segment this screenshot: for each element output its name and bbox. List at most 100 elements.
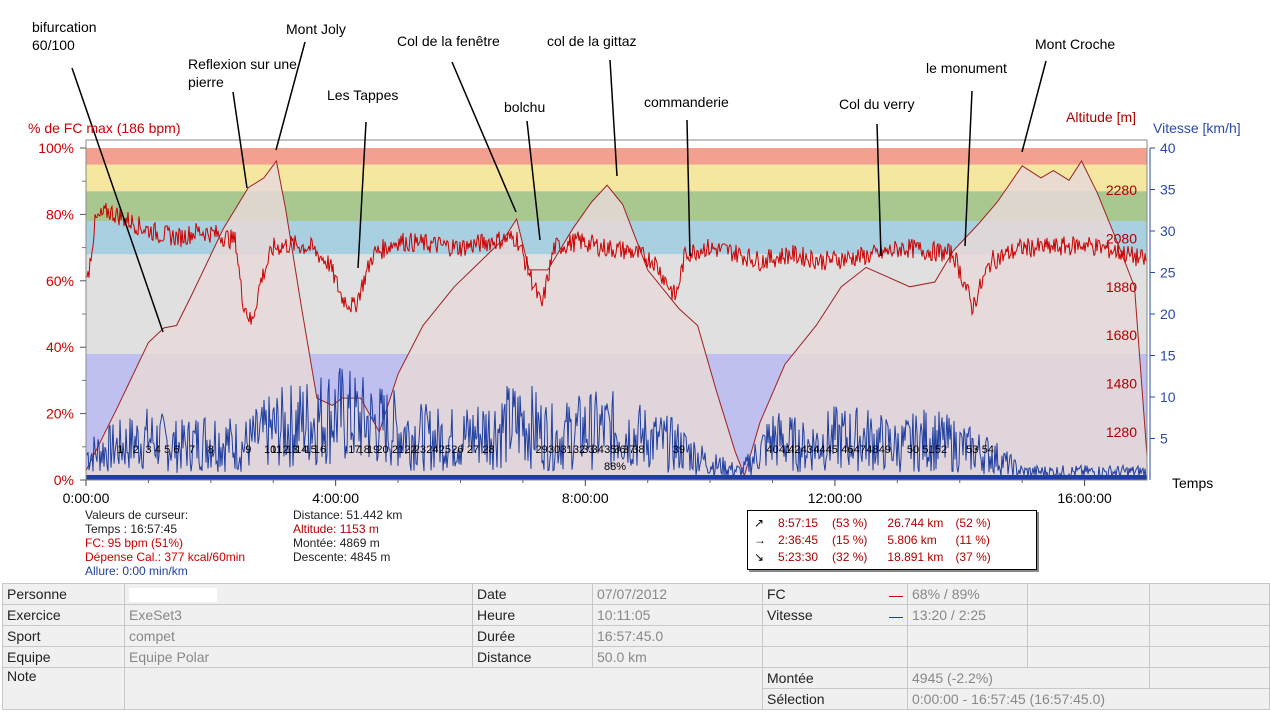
cursor-pace: Allure: 0:00 min/km bbox=[85, 564, 188, 578]
cursor-values-right: Distance: 51.442 km Altitude: 1153 m Mon… bbox=[293, 508, 402, 564]
hr-tick-label: 60% bbox=[46, 273, 74, 289]
stats-dist: 18.891 km bbox=[887, 549, 944, 564]
lap-number: 16 bbox=[314, 444, 326, 456]
stats-time-pct: (15 %) bbox=[832, 532, 868, 547]
exercice-value[interactable]: ExeSet3 bbox=[124, 604, 473, 626]
lap-number: 33 bbox=[582, 444, 594, 456]
lap-number: 10 bbox=[264, 444, 276, 456]
date-label: Date bbox=[472, 583, 593, 605]
note-label: Note bbox=[2, 667, 125, 710]
annotation-label: le monument bbox=[926, 60, 1007, 76]
empty-cell bbox=[907, 646, 1028, 668]
altitude-area bbox=[85, 159, 1148, 481]
speed-tick-label: 20 bbox=[1160, 306, 1176, 322]
time-tick-label: 12:00:00 bbox=[808, 490, 863, 506]
lap-number: 6 bbox=[173, 444, 179, 456]
annotation-leader-line bbox=[451, 61, 517, 213]
stats-row-flat: → 2:36:45 (15 %) 5.806 km (11 %) bbox=[748, 531, 991, 548]
speed-series bbox=[86, 367, 1147, 481]
empty-cell bbox=[1027, 646, 1150, 668]
personne-value[interactable] bbox=[124, 583, 473, 605]
exercice-label: Exercice bbox=[2, 604, 125, 626]
heart-rate-line bbox=[86, 203, 1147, 325]
empty-cell bbox=[1149, 583, 1270, 605]
lap-number: 25 bbox=[439, 444, 451, 456]
stats-dist-pct: (52 %) bbox=[955, 515, 991, 530]
empty-cell bbox=[1149, 625, 1270, 647]
annotation-leader-line bbox=[964, 90, 973, 247]
lap-number: 24 bbox=[426, 444, 438, 456]
fc-value: 68% / 89% bbox=[907, 583, 1028, 605]
empty-cell bbox=[1027, 583, 1150, 605]
date-value: 07/07/2012 bbox=[592, 583, 763, 605]
stats-time-pct: (32 %) bbox=[832, 549, 868, 564]
hr-tick-label: 100% bbox=[38, 140, 74, 156]
annotation-leader-line bbox=[609, 59, 618, 177]
speed-line bbox=[86, 367, 1147, 481]
lap-number: 1 bbox=[117, 444, 123, 456]
ascent-arrow-icon: ↗ bbox=[754, 515, 765, 530]
stats-dist-pct: (11 %) bbox=[955, 532, 990, 547]
lap-number: 18 bbox=[358, 444, 370, 456]
annotation-label: Mont Croche bbox=[1035, 36, 1115, 52]
speed-tick-label: 40 bbox=[1160, 140, 1176, 156]
flat-arrow-icon: → bbox=[754, 532, 766, 547]
annotation-leader-line bbox=[526, 120, 541, 241]
altitude-axis-title: Altitude [m] bbox=[1066, 109, 1136, 125]
lap-number: 54 bbox=[982, 444, 994, 456]
hr-axis-title: % de FC max (186 bpm) bbox=[28, 120, 181, 136]
time-tick-label: 8:00:00 bbox=[562, 490, 609, 506]
lap-number: 14 bbox=[295, 444, 307, 456]
lap-number: 49 bbox=[879, 444, 891, 456]
empty-cell bbox=[1149, 646, 1270, 668]
peak-annotations: bifurcation 60/100 Reflexion sur une pierre… bbox=[32, 19, 1115, 333]
equipe-value[interactable]: Equipe Polar bbox=[124, 646, 473, 668]
lap-number: 9 bbox=[245, 444, 251, 456]
speed-baseline bbox=[86, 475, 1147, 480]
annotation-leader-line bbox=[275, 41, 306, 151]
distance-label: Distance bbox=[472, 646, 593, 668]
selection-label: Sélection bbox=[762, 688, 908, 710]
lap-number: 17 bbox=[348, 444, 360, 456]
lap-number: 37 bbox=[623, 444, 635, 456]
speed-axis-title: Vitesse [km/h] bbox=[1153, 120, 1241, 136]
lap-percentage-label: 88% bbox=[604, 461, 626, 473]
vitesse-line-swatch bbox=[889, 617, 903, 618]
lap-number: 7 bbox=[189, 444, 195, 456]
annotation-label: Les Tappes bbox=[327, 87, 398, 103]
empty-cell bbox=[1149, 667, 1270, 689]
cursor-altitude: Altitude: 1153 m bbox=[293, 522, 379, 536]
stats-row-descent: ↘ 5:23:30 (32 %) 18.891 km (37 %) bbox=[748, 548, 991, 565]
stats-dist-pct: (37 %) bbox=[955, 549, 991, 564]
lap-number: 5 bbox=[164, 444, 170, 456]
distance-value: 50.0 km bbox=[592, 646, 763, 668]
note-field[interactable] bbox=[124, 667, 763, 710]
lap-number: 35 bbox=[604, 444, 616, 456]
hr-altitude-speed-chart[interactable]: 0%20%40%60%80%100%1280148016801880208022… bbox=[0, 0, 1270, 510]
fc-line-swatch bbox=[889, 596, 903, 597]
exercise-summary-table: Personne Date 07/07/2012 FC 68% / 89% Ex… bbox=[2, 583, 1270, 710]
lap-number: 43 bbox=[801, 444, 813, 456]
lap-number: 41 bbox=[779, 444, 791, 456]
lap-number: 38 bbox=[632, 444, 644, 456]
annotation-label: Col de la fenêtre bbox=[397, 33, 500, 49]
cursor-distance: Distance: 51.442 km bbox=[293, 508, 403, 522]
stats-time: 2:36:45 bbox=[778, 532, 819, 547]
lap-number: 15 bbox=[305, 444, 317, 456]
equipe-label: Equipe bbox=[2, 646, 125, 668]
sport-value[interactable]: compet bbox=[124, 625, 473, 647]
vitesse-label-text: Vitesse bbox=[767, 607, 813, 623]
empty-cell bbox=[1027, 604, 1150, 626]
annotation-label: Mont Joly bbox=[286, 21, 346, 37]
annotation-leader-line bbox=[71, 67, 164, 333]
cursor-hr: FC: 95 bpm (51%) bbox=[85, 536, 184, 550]
vitesse-label: Vitesse bbox=[762, 604, 908, 626]
duree-value: 16:57:45.0 bbox=[592, 625, 763, 647]
speed-tick-label: 35 bbox=[1160, 182, 1176, 198]
vitesse-value: 13:20 / 2:25 bbox=[907, 604, 1028, 626]
stats-time-pct: (53 %) bbox=[832, 515, 868, 530]
lap-number: 50 bbox=[907, 444, 919, 456]
empty-cell bbox=[762, 646, 908, 668]
lap-number: 48 bbox=[866, 444, 878, 456]
